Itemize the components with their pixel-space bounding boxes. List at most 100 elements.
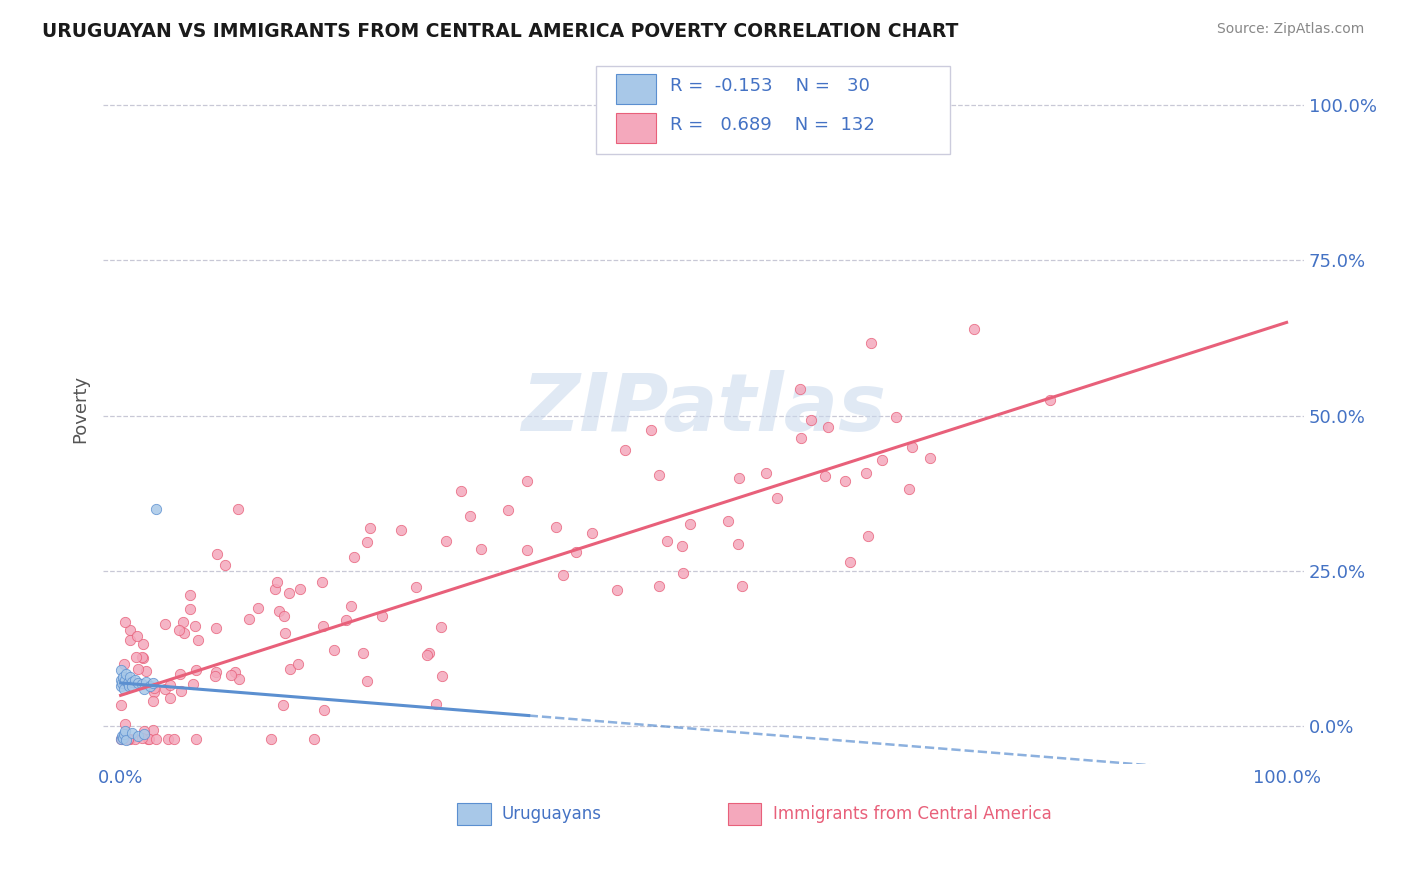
Point (111, 729, 134, 743)
Bar (616, 74, 655, 103)
Point (228, 672, 250, 686)
Point (172, 615, 194, 630)
Point (343, 549, 366, 564)
Point (145, 731, 167, 746)
Point (118, 679, 141, 693)
Point (287, 657, 309, 672)
Y-axis label: Poverty: Poverty (72, 376, 89, 443)
Point (187, 632, 209, 647)
Bar (728, 803, 761, 825)
Point (613, 442, 636, 457)
Point (205, 547, 228, 561)
Point (356, 673, 378, 688)
Point (834, 474, 856, 488)
Point (153, 681, 176, 696)
Point (142, 676, 165, 690)
Text: R =   0.689    N =  132: R = 0.689 N = 132 (671, 116, 875, 134)
Point (817, 419, 839, 434)
Point (304, 731, 326, 746)
Point (184, 664, 207, 678)
Point (312, 618, 335, 632)
Point (132, 723, 155, 738)
Point (340, 599, 363, 614)
Point (142, 684, 165, 698)
Point (671, 539, 693, 553)
Point (124, 673, 146, 687)
Point (143, 681, 166, 695)
Point (159, 678, 181, 692)
Point (204, 669, 226, 683)
Point (132, 727, 155, 741)
Point (114, 717, 136, 731)
Point (359, 521, 381, 535)
Point (277, 586, 299, 600)
Point (120, 731, 142, 746)
Text: Source: ZipAtlas.com: Source: ZipAtlas.com (1216, 22, 1364, 37)
FancyBboxPatch shape (596, 66, 950, 154)
Point (429, 620, 451, 634)
Point (156, 731, 179, 746)
Point (219, 668, 242, 682)
Point (238, 611, 260, 625)
Point (112, 727, 135, 741)
Point (136, 731, 159, 746)
Point (124, 731, 146, 746)
Point (127, 729, 149, 743)
Point (640, 423, 662, 437)
Point (356, 534, 378, 549)
Point (553, 568, 575, 582)
Text: URUGUAYAN VS IMMIGRANTS FROM CENTRAL AMERICA POVERTY CORRELATION CHART: URUGUAYAN VS IMMIGRANTS FROM CENTRAL AME… (42, 22, 959, 41)
Point (214, 558, 236, 573)
Point (121, 725, 143, 739)
Point (138, 731, 160, 746)
Text: Immigrants from Central America: Immigrants from Central America (773, 805, 1052, 823)
Point (169, 666, 191, 681)
Point (114, 677, 136, 691)
Point (170, 684, 193, 698)
Text: R =  -0.153    N =   30: R = -0.153 N = 30 (671, 77, 870, 95)
Point (606, 583, 628, 598)
Point (205, 621, 228, 635)
Point (918, 450, 941, 465)
Point (131, 677, 153, 691)
Point (112, 657, 135, 671)
Point (145, 501, 167, 516)
Point (142, 693, 165, 707)
Point (432, 668, 454, 682)
Point (730, 579, 752, 593)
Point (125, 650, 148, 665)
Point (118, 670, 141, 684)
Point (288, 582, 311, 596)
Point (135, 674, 157, 689)
Point (184, 731, 207, 746)
Point (132, 650, 155, 665)
Point (434, 534, 457, 549)
Point (179, 588, 201, 602)
Point (872, 453, 894, 467)
Point (117, 676, 139, 690)
Point (131, 650, 153, 665)
Point (132, 682, 155, 697)
Point (901, 440, 924, 454)
Point (159, 691, 181, 706)
Point (859, 336, 882, 351)
Point (655, 534, 678, 549)
Point (790, 431, 813, 445)
Point (263, 582, 285, 596)
Point (142, 723, 165, 738)
Point (458, 509, 481, 524)
Point (273, 608, 295, 623)
Point (755, 466, 778, 480)
Point (111, 731, 134, 745)
Point (115, 733, 138, 747)
Point (335, 613, 357, 627)
Point (765, 491, 787, 505)
Point (278, 662, 301, 676)
Point (205, 665, 228, 679)
Point (118, 633, 141, 648)
Point (496, 503, 519, 517)
Point (647, 579, 669, 593)
Point (110, 731, 132, 746)
Point (516, 542, 538, 557)
Point (112, 682, 135, 697)
